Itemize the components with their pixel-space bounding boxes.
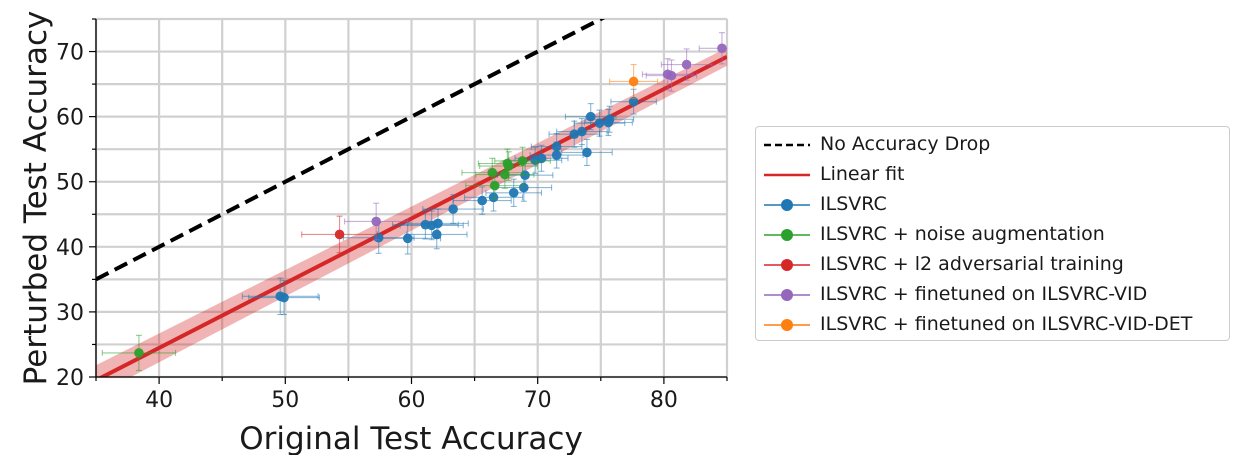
data-point <box>101 334 177 372</box>
fit-line <box>97 54 727 377</box>
marker <box>489 180 500 191</box>
data-point <box>573 109 626 137</box>
legend-label: No Accuracy Drop <box>820 133 991 155</box>
x-tick-label: 60 <box>398 388 426 413</box>
marker <box>520 170 530 181</box>
legend-item-no-accuracy-drop: No Accuracy Drop <box>756 130 1229 160</box>
legend-label: Linear fit <box>820 163 905 185</box>
data-point <box>660 48 713 81</box>
data-point <box>422 194 484 224</box>
series-4 <box>609 64 659 99</box>
marker <box>628 96 639 107</box>
marker <box>666 70 677 81</box>
data-point <box>248 280 320 316</box>
marker <box>577 126 587 137</box>
y-tick-label: 50 <box>56 171 84 196</box>
series-0 <box>241 88 657 316</box>
green-marker-swatch <box>764 229 810 241</box>
legend-item-l2-adversarial: ILSVRC + l2 adversarial training <box>756 250 1229 280</box>
series-3 <box>344 32 727 241</box>
blue-marker-swatch <box>764 199 810 211</box>
data-point <box>585 105 635 133</box>
marker <box>431 229 442 240</box>
marker <box>508 187 519 198</box>
x-tick-label: 80 <box>650 388 678 413</box>
legend-label: ILSVRC <box>820 193 887 215</box>
legend-label: ILSVRC + finetuned on ILSVRC-VID-DET <box>820 313 1193 335</box>
linear-fit-confidence-band <box>96 47 727 377</box>
legend-item-noise-augmentation: ILSVRC + noise augmentation <box>756 220 1229 250</box>
data-point <box>374 222 442 255</box>
data-points <box>101 32 727 372</box>
marker <box>585 111 596 122</box>
marker <box>628 76 639 87</box>
legend-item-ilsvrc: ILSVRC <box>756 190 1229 220</box>
x-tick-label: 50 <box>271 388 299 413</box>
data-point <box>452 186 512 215</box>
y-tick-label: 40 <box>56 236 84 261</box>
red-marker-swatch <box>764 259 810 271</box>
marker <box>604 114 615 125</box>
data-point <box>698 32 727 65</box>
purple-marker-swatch <box>764 289 810 301</box>
orange-marker-swatch <box>764 319 810 331</box>
legend-label: ILSVRC + noise augmentation <box>820 223 1105 245</box>
linear-fit-line <box>97 54 727 377</box>
marker <box>402 233 413 244</box>
data-point <box>530 133 583 161</box>
red-line-swatch <box>764 173 810 177</box>
marker <box>582 147 592 158</box>
x-axis-title: Original Test Accuracy <box>239 421 583 455</box>
data-point <box>561 138 613 167</box>
marker <box>517 156 528 166</box>
data-point <box>301 215 378 254</box>
y-tick-label: 30 <box>56 301 84 326</box>
marker <box>371 216 381 227</box>
marker <box>477 195 487 206</box>
data-point <box>564 103 617 131</box>
series-1 <box>101 146 551 372</box>
fit-band-shape <box>96 47 727 377</box>
data-point <box>344 202 409 241</box>
no-accuracy-drop-line <box>96 19 606 282</box>
x-tick-label: 40 <box>145 388 173 413</box>
data-point <box>465 171 525 200</box>
y-axis-title: Perturbed Test Accuracy <box>18 11 54 386</box>
marker <box>334 229 345 240</box>
y-tick-label: 70 <box>56 41 84 66</box>
marker <box>433 218 443 229</box>
marker <box>448 204 458 214</box>
legend-item-finetuned-vid: ILSVRC + finetuned on ILSVRC-VID <box>756 280 1229 310</box>
data-point <box>645 59 698 92</box>
marker <box>500 169 510 180</box>
dashed-line-swatch <box>764 143 810 147</box>
legend-label: ILSVRC + finetuned on ILSVRC-VID <box>820 283 1148 305</box>
marker <box>487 167 498 178</box>
tick-labels: 40 50 60 70 80 20 30 40 50 60 70 <box>56 41 678 413</box>
marker <box>717 43 727 54</box>
legend: No Accuracy Drop Linear fit ILSVRC ILSVR… <box>755 126 1230 341</box>
data-point <box>609 64 659 99</box>
series-2 <box>301 215 378 254</box>
marker <box>488 192 499 203</box>
legend-label: ILSVRC + l2 adversarial training <box>820 253 1124 275</box>
y-tick-label: 20 <box>56 366 84 391</box>
axes <box>89 18 728 384</box>
x-tick-label: 70 <box>524 388 552 413</box>
reference-line <box>96 19 606 282</box>
data-point <box>479 151 539 181</box>
legend-item-linear-fit: Linear fit <box>756 160 1229 190</box>
marker <box>594 118 605 128</box>
data-point <box>475 160 535 189</box>
marker <box>681 59 692 70</box>
marker <box>134 348 144 358</box>
legend-item-finetuned-vid-det: ILSVRC + finetuned on ILSVRC-VID-DET <box>756 310 1229 340</box>
data-point <box>405 219 468 250</box>
y-tick-label: 60 <box>56 106 84 131</box>
marker <box>279 292 289 303</box>
marker <box>503 161 514 171</box>
marker <box>551 141 562 152</box>
data-point <box>610 88 657 115</box>
